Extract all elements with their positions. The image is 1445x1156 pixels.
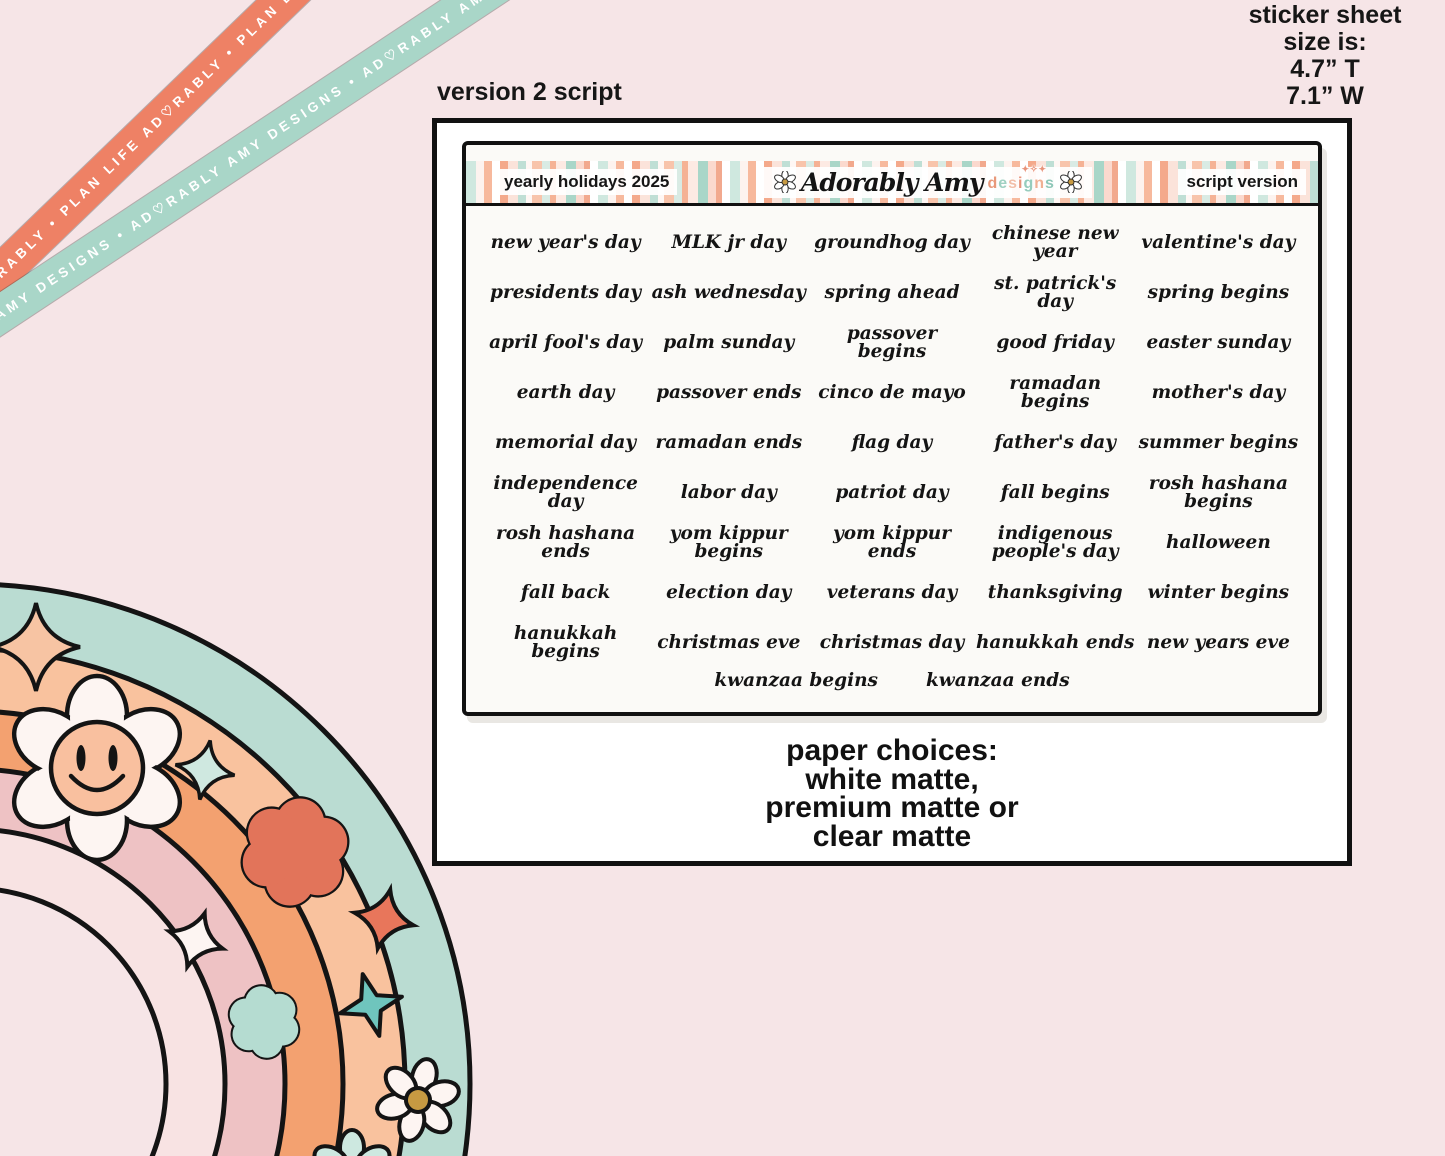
holiday-label: halloween (1166, 532, 1271, 554)
holiday-grid: new year's day MLK jr day groundhog day chi… (466, 206, 1318, 668)
holiday-label: yom kippur ends (832, 523, 951, 562)
holiday-label: fall begins (1000, 482, 1110, 504)
paper-note-line: paper choices: (786, 734, 998, 767)
logo-designs-letter: n (1034, 175, 1046, 192)
mint-sparkle-icon (174, 739, 236, 801)
holiday-label: winter begins (1147, 582, 1290, 604)
paper-choices-note: paper choices: white matte, premium matt… (437, 734, 1347, 853)
holiday-label: MLK jr day (671, 232, 787, 254)
holiday-label: rosh hashana begins (1148, 473, 1288, 512)
holiday-label: st. patrick's day (994, 273, 1117, 312)
logo-designs-letter: i (1018, 175, 1024, 192)
logo-designs: ✦✧✦ designs (987, 164, 1055, 193)
holiday-label: new year's day (490, 232, 641, 254)
version-label: version 2 script (437, 78, 622, 106)
logo-designs-letter: e (998, 175, 1009, 192)
size-note-line: 7.1” W (1286, 82, 1364, 110)
partial-mint-daisy-icon (312, 1128, 392, 1156)
holiday-label: passover begins (846, 323, 938, 362)
logo-designs-letter: d (987, 175, 999, 192)
holiday-label: veterans day (826, 582, 958, 604)
size-note-line: size is: (1283, 28, 1367, 56)
holiday-label: fall back (520, 582, 611, 604)
holiday-label: summer begins (1138, 432, 1299, 454)
retro-rainbow-illustration (0, 582, 473, 1156)
daisy-icon (1060, 171, 1082, 193)
holiday-label: new years eve (1146, 632, 1290, 654)
holiday-label: thanksgiving (987, 582, 1123, 604)
coral-sparkle-icon (347, 882, 421, 956)
holiday-label: passover ends (656, 382, 802, 404)
product-frame: yearly holidays 2025 Adorably Amy ✦✧✦ des… (432, 118, 1352, 866)
coral-flower-icon (240, 796, 350, 908)
brand-logo: Adorably Amy ✦✧✦ designs (763, 164, 1092, 198)
holiday-label: april fool's day (489, 332, 643, 354)
holiday-label: presidents day (490, 282, 642, 304)
paper-note-line: white matte, (805, 762, 979, 796)
holiday-label: father's day (994, 432, 1117, 454)
holiday-label: good friday (996, 332, 1114, 354)
sticker-sheet: yearly holidays 2025 Adorably Amy ✦✧✦ des… (462, 141, 1322, 716)
logo-designs-letter: s (1008, 175, 1019, 192)
holiday-label: election day (666, 582, 792, 604)
daisy-icon (774, 171, 796, 193)
holiday-label: rosh hashana ends (496, 523, 636, 562)
sticker-size-note: sticker sheet size is: 4.7” T 7.1” W (1215, 2, 1435, 110)
logo-designs-letter: g (1023, 175, 1035, 192)
peach-sparkle-icon (0, 602, 81, 692)
holiday-label: kwanzaa ends (925, 670, 1070, 691)
holiday-label: palm sunday (663, 332, 795, 354)
holiday-label: ramadan begins (1009, 373, 1102, 412)
gold-center-daisy-icon (375, 1057, 461, 1143)
holiday-label: labor day (680, 482, 777, 504)
holiday-label: christmas day (819, 632, 965, 654)
holiday-last-row: kwanzaa begins kwanzaa ends (466, 670, 1318, 691)
teal-star-icon (338, 972, 404, 1038)
holiday-label: kwanzaa begins (714, 670, 878, 691)
sheet-header-stripe-bar: yearly holidays 2025 Adorably Amy ✦✧✦ des… (466, 161, 1318, 206)
white-sparkle-icon (163, 907, 229, 973)
sparkle-icon: ✦✧✦ (1021, 164, 1048, 174)
holiday-label: christmas eve (657, 632, 801, 654)
sheet-title: yearly holidays 2025 (496, 169, 678, 195)
holiday-label: spring ahead (824, 282, 960, 304)
holiday-label: yom kippur begins (669, 523, 788, 562)
size-note-line: sticker sheet (1248, 1, 1402, 29)
holiday-label: ash wednesday (651, 282, 806, 304)
mint-flower-icon (227, 984, 301, 1060)
logo-designs-letter: s (1045, 175, 1055, 192)
holiday-label: groundhog day (814, 232, 970, 254)
size-note-line: 4.7” T (1290, 55, 1360, 83)
holiday-label: flag day (851, 432, 933, 454)
holiday-label: ramadan ends (655, 432, 803, 454)
holiday-label: patriot day (835, 482, 949, 504)
holiday-label: chinese new year (991, 223, 1119, 262)
holiday-label: indigenous people's day (991, 523, 1119, 562)
holiday-label: earth day (516, 382, 615, 404)
holiday-label: independence day (493, 473, 638, 512)
holiday-label: easter sunday (1146, 332, 1291, 354)
paper-note-line: clear matte (812, 819, 972, 853)
holiday-label: memorial day (495, 432, 637, 454)
paper-note-line: premium matte or (765, 791, 1019, 824)
sheet-version-label: script version (1178, 169, 1306, 195)
holiday-label: valentine's day (1141, 232, 1296, 254)
holiday-label: hanukkah ends (975, 632, 1135, 654)
holiday-label: hanukkah begins (513, 623, 618, 662)
holiday-label: cinco de mayo (818, 382, 966, 404)
smiley-daisy-icon (11, 673, 183, 863)
holiday-label: mother's day (1151, 382, 1286, 404)
logo-script-text: Adorably Amy (800, 167, 984, 197)
holiday-label: spring begins (1147, 282, 1290, 304)
